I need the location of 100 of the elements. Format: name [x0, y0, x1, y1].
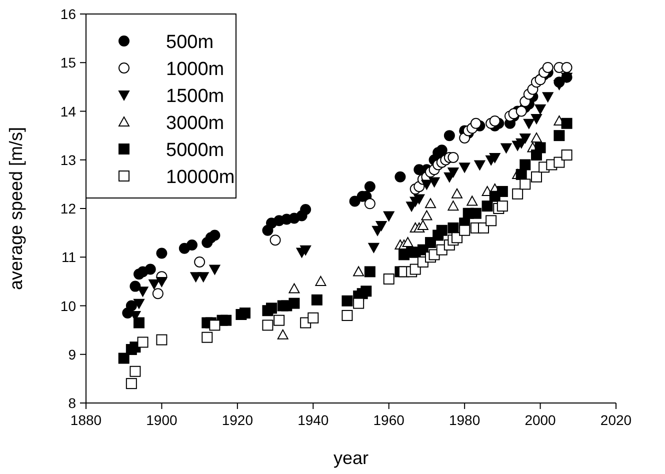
point [144, 264, 156, 275]
point [516, 106, 527, 117]
point [311, 294, 322, 306]
point [118, 352, 130, 364]
point [520, 133, 531, 144]
point [220, 314, 232, 326]
point [308, 312, 319, 324]
point [520, 178, 531, 190]
legend-label: 1000m [166, 59, 224, 80]
point [448, 222, 459, 234]
legend-label: 10000m [166, 167, 235, 188]
point [274, 314, 285, 326]
point [523, 118, 534, 129]
point [421, 180, 432, 190]
point [448, 168, 459, 178]
point [353, 266, 364, 276]
y-tick-label: 16 [60, 6, 76, 22]
point [520, 159, 531, 170]
point [496, 186, 508, 197]
point [368, 242, 380, 253]
x-axis-title: year [333, 448, 369, 468]
point [383, 211, 394, 222]
point [209, 230, 220, 241]
point [240, 308, 250, 319]
point [534, 142, 546, 154]
point [202, 332, 213, 343]
point [414, 194, 425, 204]
y-axis-title: average speed [m/s] [6, 126, 26, 290]
point [417, 220, 428, 230]
y-tick-label: 9 [68, 346, 76, 362]
point [315, 276, 326, 286]
point [130, 366, 141, 377]
point [349, 196, 360, 207]
point [353, 298, 364, 309]
point [262, 320, 274, 331]
point [531, 114, 542, 124]
point [288, 298, 300, 309]
point [394, 171, 406, 182]
point [156, 276, 168, 287]
y-tick-label: 8 [68, 395, 76, 411]
point [300, 245, 312, 256]
x-tick-label: 1960 [373, 412, 405, 428]
point [554, 156, 565, 168]
x-tick-label: 2000 [524, 412, 556, 428]
point [500, 143, 512, 154]
x-tick-label: 1880 [70, 412, 102, 428]
point [266, 302, 277, 314]
point [489, 152, 500, 163]
point [459, 162, 470, 173]
legend-label: 3000m [166, 113, 224, 134]
x-tick-label: 2020 [600, 412, 632, 428]
y-tick-label: 10 [60, 298, 76, 314]
point [470, 208, 482, 219]
point [448, 200, 459, 211]
point [156, 248, 168, 259]
point [376, 221, 387, 232]
point [186, 239, 198, 250]
point [436, 144, 448, 156]
point [474, 160, 486, 170]
point [126, 300, 137, 312]
point [425, 198, 436, 208]
point [466, 196, 478, 206]
point [130, 280, 141, 292]
legend-label: 500m [166, 32, 214, 53]
point [542, 62, 554, 73]
point [421, 210, 432, 220]
point [364, 266, 376, 278]
point [360, 286, 372, 297]
point [554, 130, 565, 142]
point [496, 200, 508, 212]
x-tick-label: 1940 [298, 412, 329, 428]
point [288, 283, 300, 294]
point [137, 336, 148, 348]
point [489, 115, 500, 126]
y-tick-label: 15 [60, 54, 76, 71]
point [364, 181, 376, 192]
point [436, 224, 448, 236]
point [486, 215, 497, 226]
legend-label: 1500m [166, 86, 224, 107]
point [209, 320, 220, 331]
point [425, 237, 436, 248]
point [459, 224, 470, 236]
point [342, 295, 353, 306]
point [482, 200, 493, 212]
point [410, 264, 421, 275]
point [342, 310, 353, 321]
point [452, 188, 462, 198]
point [277, 329, 288, 340]
point [198, 272, 209, 282]
point [209, 264, 220, 275]
y-tick-label: 14 [60, 103, 76, 120]
x-tick-label: 1980 [448, 412, 480, 428]
y-tick-label: 13 [60, 152, 76, 168]
point [444, 130, 455, 142]
point [148, 279, 160, 290]
y-tick-label: 12 [60, 200, 76, 216]
point [134, 317, 144, 328]
point [534, 104, 546, 114]
point [448, 152, 459, 163]
point [126, 378, 137, 390]
